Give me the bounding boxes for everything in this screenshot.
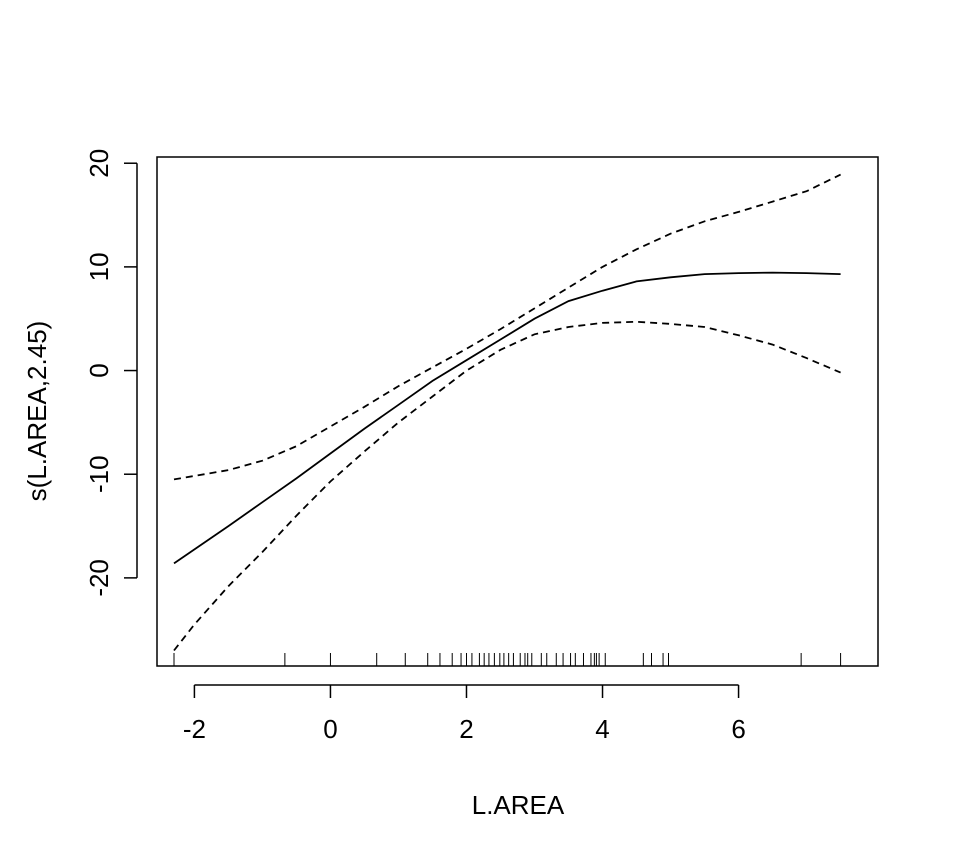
series-lines: [173, 173, 841, 652]
x-axis: -2 0 2 4 6: [183, 684, 746, 744]
y-tick-label: 20: [84, 149, 114, 178]
confidence-band-line: [173, 173, 841, 481]
y-tick-label: 0: [84, 363, 114, 377]
smooth-fit-line: [173, 271, 841, 565]
x-tick-label: 6: [731, 714, 745, 744]
y-tick-label: -20: [84, 559, 114, 597]
y-axis-label: s(L.AREA,2.45): [22, 321, 52, 502]
y-tick-label: 10: [84, 252, 114, 281]
confidence-band-line: [173, 320, 841, 652]
y-tick-label: -10: [84, 455, 114, 493]
x-axis-label: L.AREA: [472, 790, 565, 820]
x-tick-label: -2: [183, 714, 206, 744]
y-axis: -20 -10 0 10 20: [84, 149, 138, 597]
x-tick-label: 0: [323, 714, 337, 744]
x-tick-label: 2: [459, 714, 473, 744]
plot-frame: [156, 156, 879, 667]
rug-marks: [173, 653, 842, 666]
x-tick-label: 4: [595, 714, 609, 744]
